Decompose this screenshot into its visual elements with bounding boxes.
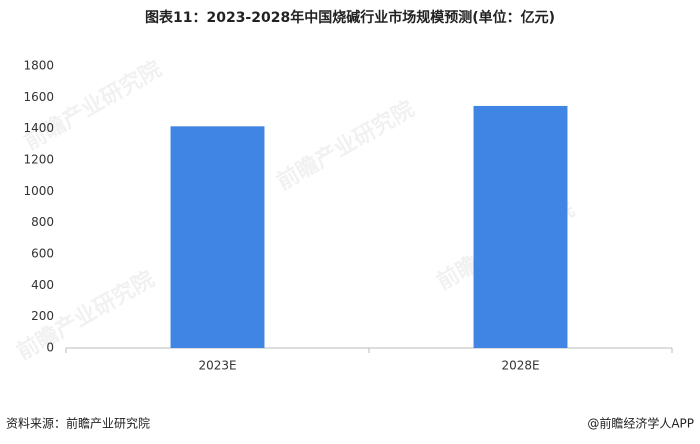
y-tick-label: 1200 <box>23 153 54 167</box>
y-tick-label: 0 <box>46 341 54 355</box>
y-tick-label: 200 <box>31 309 54 323</box>
y-tick-label: 800 <box>31 215 54 229</box>
y-tick-label: 400 <box>31 278 54 292</box>
x-tick-label: 2028E <box>501 359 539 373</box>
watermark: 前瞻产业研究院 <box>272 96 418 196</box>
y-tick-label: 1400 <box>23 121 54 135</box>
source-note: 资料来源：前瞻产业研究院 <box>6 416 150 431</box>
y-tick-label: 1000 <box>23 184 54 198</box>
y-tick-label: 1800 <box>23 59 54 73</box>
chart-title: 图表11：2023-2028年中国烧碱行业市场规模预测(单位：亿元) <box>145 9 555 26</box>
y-tick-label: 1600 <box>23 90 54 104</box>
y-tick-label: 600 <box>31 247 54 261</box>
bar <box>170 126 265 348</box>
x-tick-label: 2023E <box>198 359 236 373</box>
bar <box>473 105 568 348</box>
credit: @前瞻经济学人APP <box>587 416 694 431</box>
